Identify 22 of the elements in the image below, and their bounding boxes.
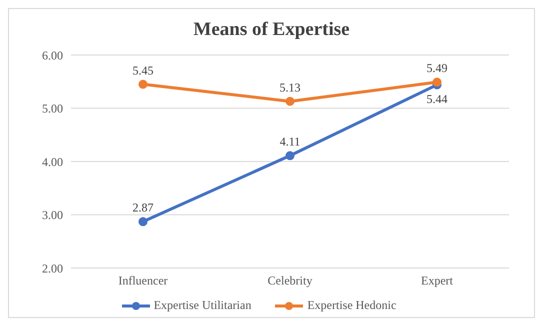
legend-label: Expertise Hedonic	[306, 298, 396, 313]
point	[138, 80, 148, 89]
y-tick-label: 6.00	[42, 48, 63, 62]
point	[432, 78, 442, 87]
y-tick-label: 2.00	[42, 261, 63, 276]
y-tick-label: 3.00	[42, 208, 63, 222]
point	[286, 96, 294, 106]
data-label: 2.87	[132, 200, 154, 215]
data-label: 4.11	[280, 134, 300, 149]
legend-label: Expertise Utilitarian	[152, 298, 252, 313]
data-label: 5.44	[426, 92, 448, 106]
x-tick-label: Influencer	[118, 274, 168, 288]
y-tick-label: 4.00	[42, 154, 63, 169]
x-tick-label: Celebrity	[268, 274, 312, 288]
x-tick-label: Expert	[421, 274, 454, 288]
y-tick-label: 5.00	[42, 102, 63, 116]
point	[286, 151, 294, 160]
data-label: 5.45	[132, 63, 154, 78]
point	[138, 217, 148, 226]
data-label: 5.13	[280, 80, 300, 94]
chart-title: Means of Expertise	[192, 19, 351, 42]
data-label: 5.49	[426, 61, 448, 76]
